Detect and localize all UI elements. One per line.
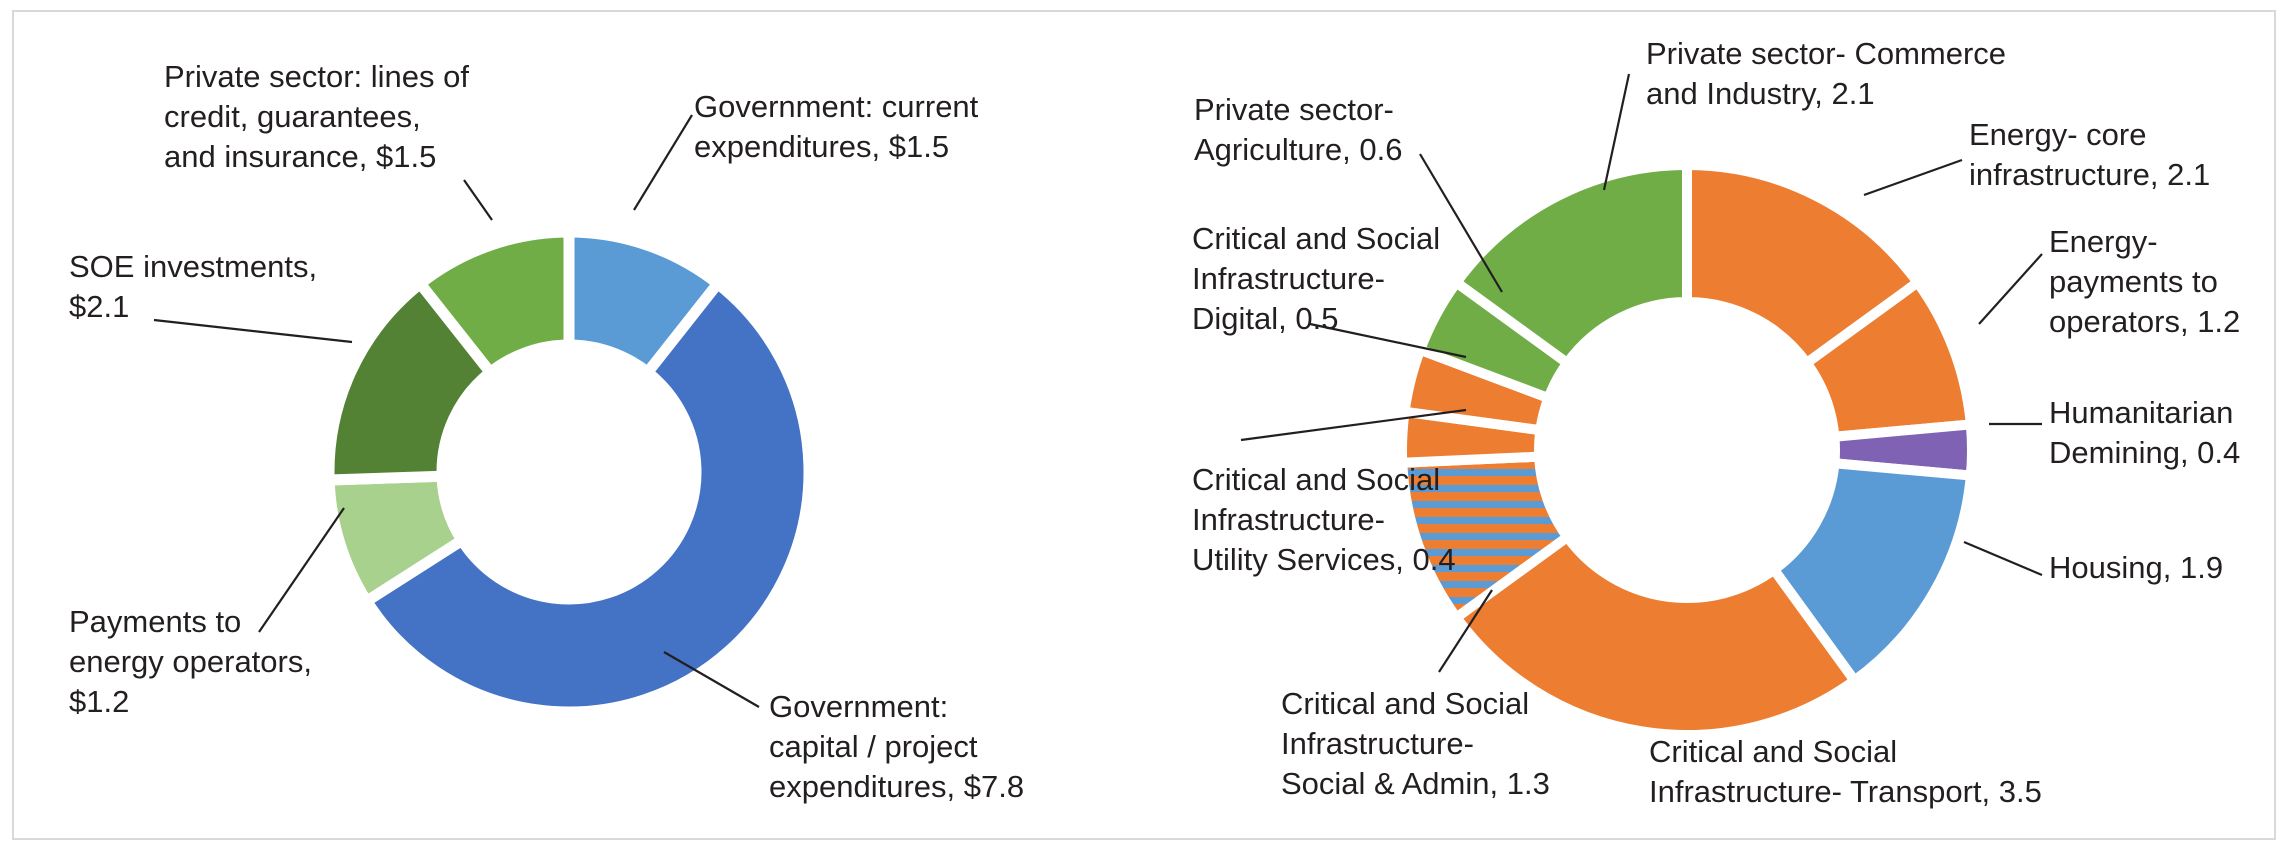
leader-line-1-0 — [1863, 158, 1963, 197]
slice-label-line: Critical and Social — [1281, 686, 1529, 721]
left-donut-chart: Government: current expenditures, $1.5Gov… — [69, 59, 1024, 804]
slice-label-line: Digital, 0.5 — [1192, 301, 1338, 336]
leader-line-0-3 — [153, 318, 353, 344]
slice-label-line: Payments to — [69, 604, 241, 639]
slice-label-0-1: Government: capital / project expenditures… — [769, 689, 1024, 804]
leader-line-0-1 — [663, 651, 760, 708]
slice-label-0-4: Private sector: lines of credit, guarante… — [164, 59, 469, 174]
slice-0-3 — [323, 275, 499, 486]
slice-label-1-2: Humanitarian Demining, 0.4 — [2049, 395, 2240, 470]
slice-label-1-9: Private sector- Commerce and Industry, 2.… — [1646, 36, 2006, 111]
slice-label-line: and insurance, $1.5 — [164, 139, 436, 174]
slice-0-4 — [412, 226, 575, 381]
slice-label-0-3: SOE investments, $2.1 — [69, 249, 317, 324]
leader-line-0-0 — [633, 114, 693, 211]
slice-label-line: Infrastructure- — [1192, 261, 1385, 296]
slice-1-9 — [1449, 159, 1692, 370]
slice-label-1-6: Critical and Social Infrastructure- Utilit… — [1192, 462, 1456, 577]
slice-1-3 — [1767, 457, 1977, 688]
slice-label-line: $2.1 — [69, 289, 129, 324]
slice-label-line: and Industry, 2.1 — [1646, 76, 1875, 111]
slice-label-line: Infrastructure- Transport, 3.5 — [1649, 774, 2042, 809]
slice-label-line: payments to — [2049, 264, 2218, 299]
slice-label-line: Private sector- Commerce — [1646, 36, 2006, 71]
right-donut-chart: Energy- core infrastructure, 2.1 Energy-pa… — [1192, 36, 2240, 809]
donut-charts: Government: current expenditures, $1.5Gov… — [69, 36, 2240, 809]
slice-label-line: SOE investments, — [69, 249, 317, 284]
figure-frame: Government: current expenditures, $1.5 Gov… — [12, 10, 2276, 840]
leader-line-1-8 — [1419, 153, 1503, 293]
slice-label-1-7: Critical and Social Infrastructure- Digita… — [1192, 221, 1440, 336]
slice-label-line: Government: current — [694, 89, 979, 124]
slice-label-1-3: Housing, 1.9 — [2049, 550, 2223, 585]
slice-label-line: Infrastructure- — [1192, 502, 1385, 537]
leader-line-1-9 — [1602, 73, 1631, 191]
slice-label-line: Energy- — [2049, 224, 2158, 259]
slice-label-1-1: Energy-payments to operators, 1.2 — [2049, 224, 2240, 339]
slice-label-line: Critical and Social — [1192, 462, 1440, 497]
slice-label-line: Humanitarian — [2049, 395, 2233, 430]
slice-label-line: Infrastructure- — [1281, 726, 1474, 761]
slice-label-line: Critical and Social — [1192, 221, 1440, 256]
slice-1-0 — [1682, 159, 1925, 370]
leader-line-1-3 — [1963, 540, 2043, 577]
slice-label-line: Private sector- — [1194, 92, 1394, 127]
slice-0-1 — [359, 275, 815, 718]
slice-label-line: Utility Services, 0.4 — [1192, 542, 1456, 577]
slice-label-1-4: Critical and Social Infrastructure- Trans… — [1649, 734, 2042, 809]
slice-label-line: operators, 1.2 — [2049, 304, 2240, 339]
slice-label-line: $1.2 — [69, 684, 129, 719]
slice-label-1-0: Energy- core infrastructure, 2.1 — [1969, 117, 2210, 192]
slice-label-line: capital / project — [769, 729, 978, 764]
slice-label-line: Government: — [769, 689, 948, 724]
slice-label-line: Agriculture, 0.6 — [1194, 132, 1403, 167]
slice-label-line: Critical and Social — [1649, 734, 1897, 769]
slice-label-line: Private sector: lines of — [164, 59, 469, 94]
slice-label-line: Housing, 1.9 — [2049, 550, 2223, 585]
slice-label-line: expenditures, $1.5 — [694, 129, 949, 164]
slice-label-line: Social & Admin, 1.3 — [1281, 766, 1550, 801]
leader-line-1-1 — [1978, 253, 2043, 325]
slice-label-line: energy operators, — [69, 644, 312, 679]
leader-line-1-6 — [1240, 408, 1467, 442]
leader-line-0-2 — [258, 507, 345, 633]
slice-label-line: expenditures, $7.8 — [769, 769, 1024, 804]
leader-line-1-5 — [1438, 589, 1493, 673]
slice-label-1-5: Critical and Social Infrastructure- Social… — [1281, 686, 1550, 801]
slice-label-line: credit, guarantees, — [164, 99, 421, 134]
leader-line-0-4 — [463, 179, 493, 221]
slice-label-line: infrastructure, 2.1 — [1969, 157, 2210, 192]
slice-label-0-2: Payments to energy operators, $1.2 — [69, 604, 312, 719]
slice-label-0-0: Government: current expenditures, $1.5 — [694, 89, 979, 164]
leader-line-1-7 — [1309, 322, 1467, 359]
slice-label-1-8: Private sector- Agriculture, 0.6 — [1194, 92, 1403, 167]
slice-label-line: Energy- core — [1969, 117, 2146, 152]
slice-1-4 — [1449, 530, 1862, 740]
slice-label-line: Demining, 0.4 — [2049, 435, 2240, 470]
